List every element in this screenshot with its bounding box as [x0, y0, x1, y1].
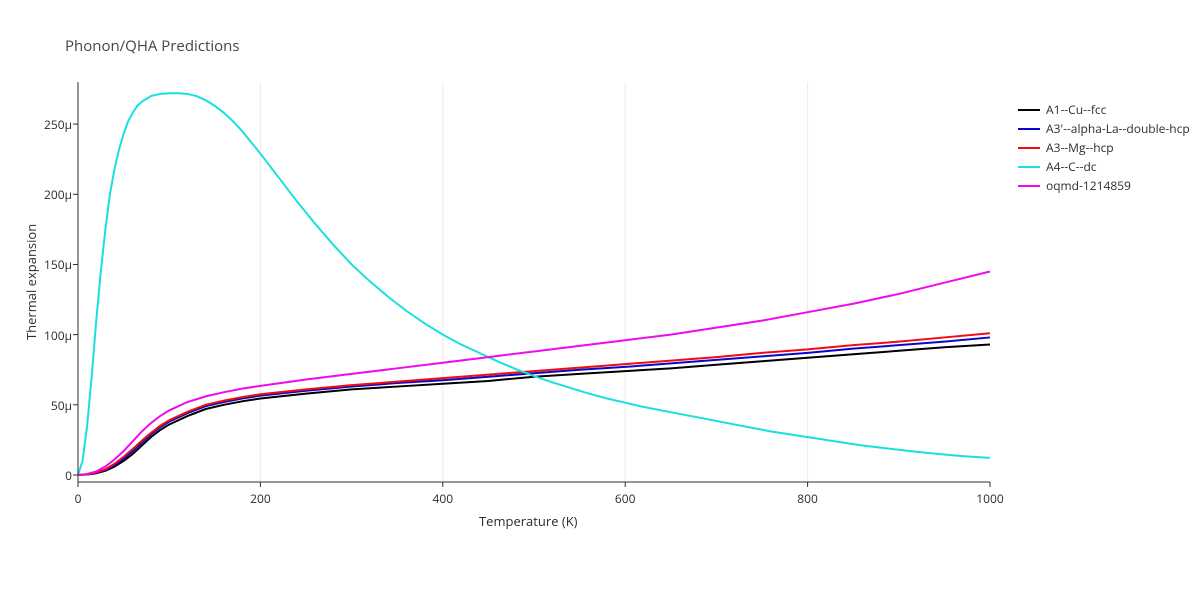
legend-swatch: [1018, 185, 1040, 187]
legend-label: A1--Cu--fcc: [1046, 101, 1106, 118]
legend-label: oqmd-1214859: [1046, 177, 1131, 194]
series-line-A4--C--dc: [78, 93, 990, 475]
y-tick-label: 250μ: [30, 116, 72, 133]
legend-swatch: [1018, 166, 1040, 168]
x-tick-label: 200: [245, 490, 275, 507]
y-tick-label: 200μ: [30, 186, 72, 203]
x-tick-label: 400: [428, 490, 458, 507]
legend-item[interactable]: A3'--alpha-La--double-hcp: [1018, 119, 1190, 138]
legend-item[interactable]: A3--Mg--hcp: [1018, 138, 1190, 157]
legend-swatch: [1018, 128, 1040, 130]
legend-swatch: [1018, 147, 1040, 149]
legend-label: A3--Mg--hcp: [1046, 139, 1114, 156]
x-tick-label: 800: [793, 490, 823, 507]
legend-label: A4--C--dc: [1046, 158, 1097, 175]
x-axis-label: Temperature (K): [479, 512, 578, 530]
y-tick-label: 100μ: [30, 327, 72, 344]
series-line-A1--Cu--fcc: [78, 344, 990, 475]
legend-swatch: [1018, 109, 1040, 111]
chart-svg: [0, 0, 1200, 600]
y-tick-label: 150μ: [30, 256, 72, 273]
axes: [73, 82, 990, 487]
x-tick-label: 600: [610, 490, 640, 507]
legend-label: A3'--alpha-La--double-hcp: [1046, 120, 1190, 137]
legend-item[interactable]: A4--C--dc: [1018, 157, 1190, 176]
legend-item[interactable]: A1--Cu--fcc: [1018, 100, 1190, 119]
x-tick-label: 0: [63, 490, 93, 507]
series-group: [78, 93, 990, 475]
y-tick-label: 0: [30, 467, 72, 484]
legend: A1--Cu--fcc A3'--alpha-La--double-hcp A3--…: [1018, 100, 1190, 195]
legend-item[interactable]: oqmd-1214859: [1018, 176, 1190, 195]
x-tick-label: 1000: [975, 490, 1005, 507]
y-axis-label: Thermal expansion: [22, 224, 40, 340]
y-tick-label: 50μ: [30, 397, 72, 414]
